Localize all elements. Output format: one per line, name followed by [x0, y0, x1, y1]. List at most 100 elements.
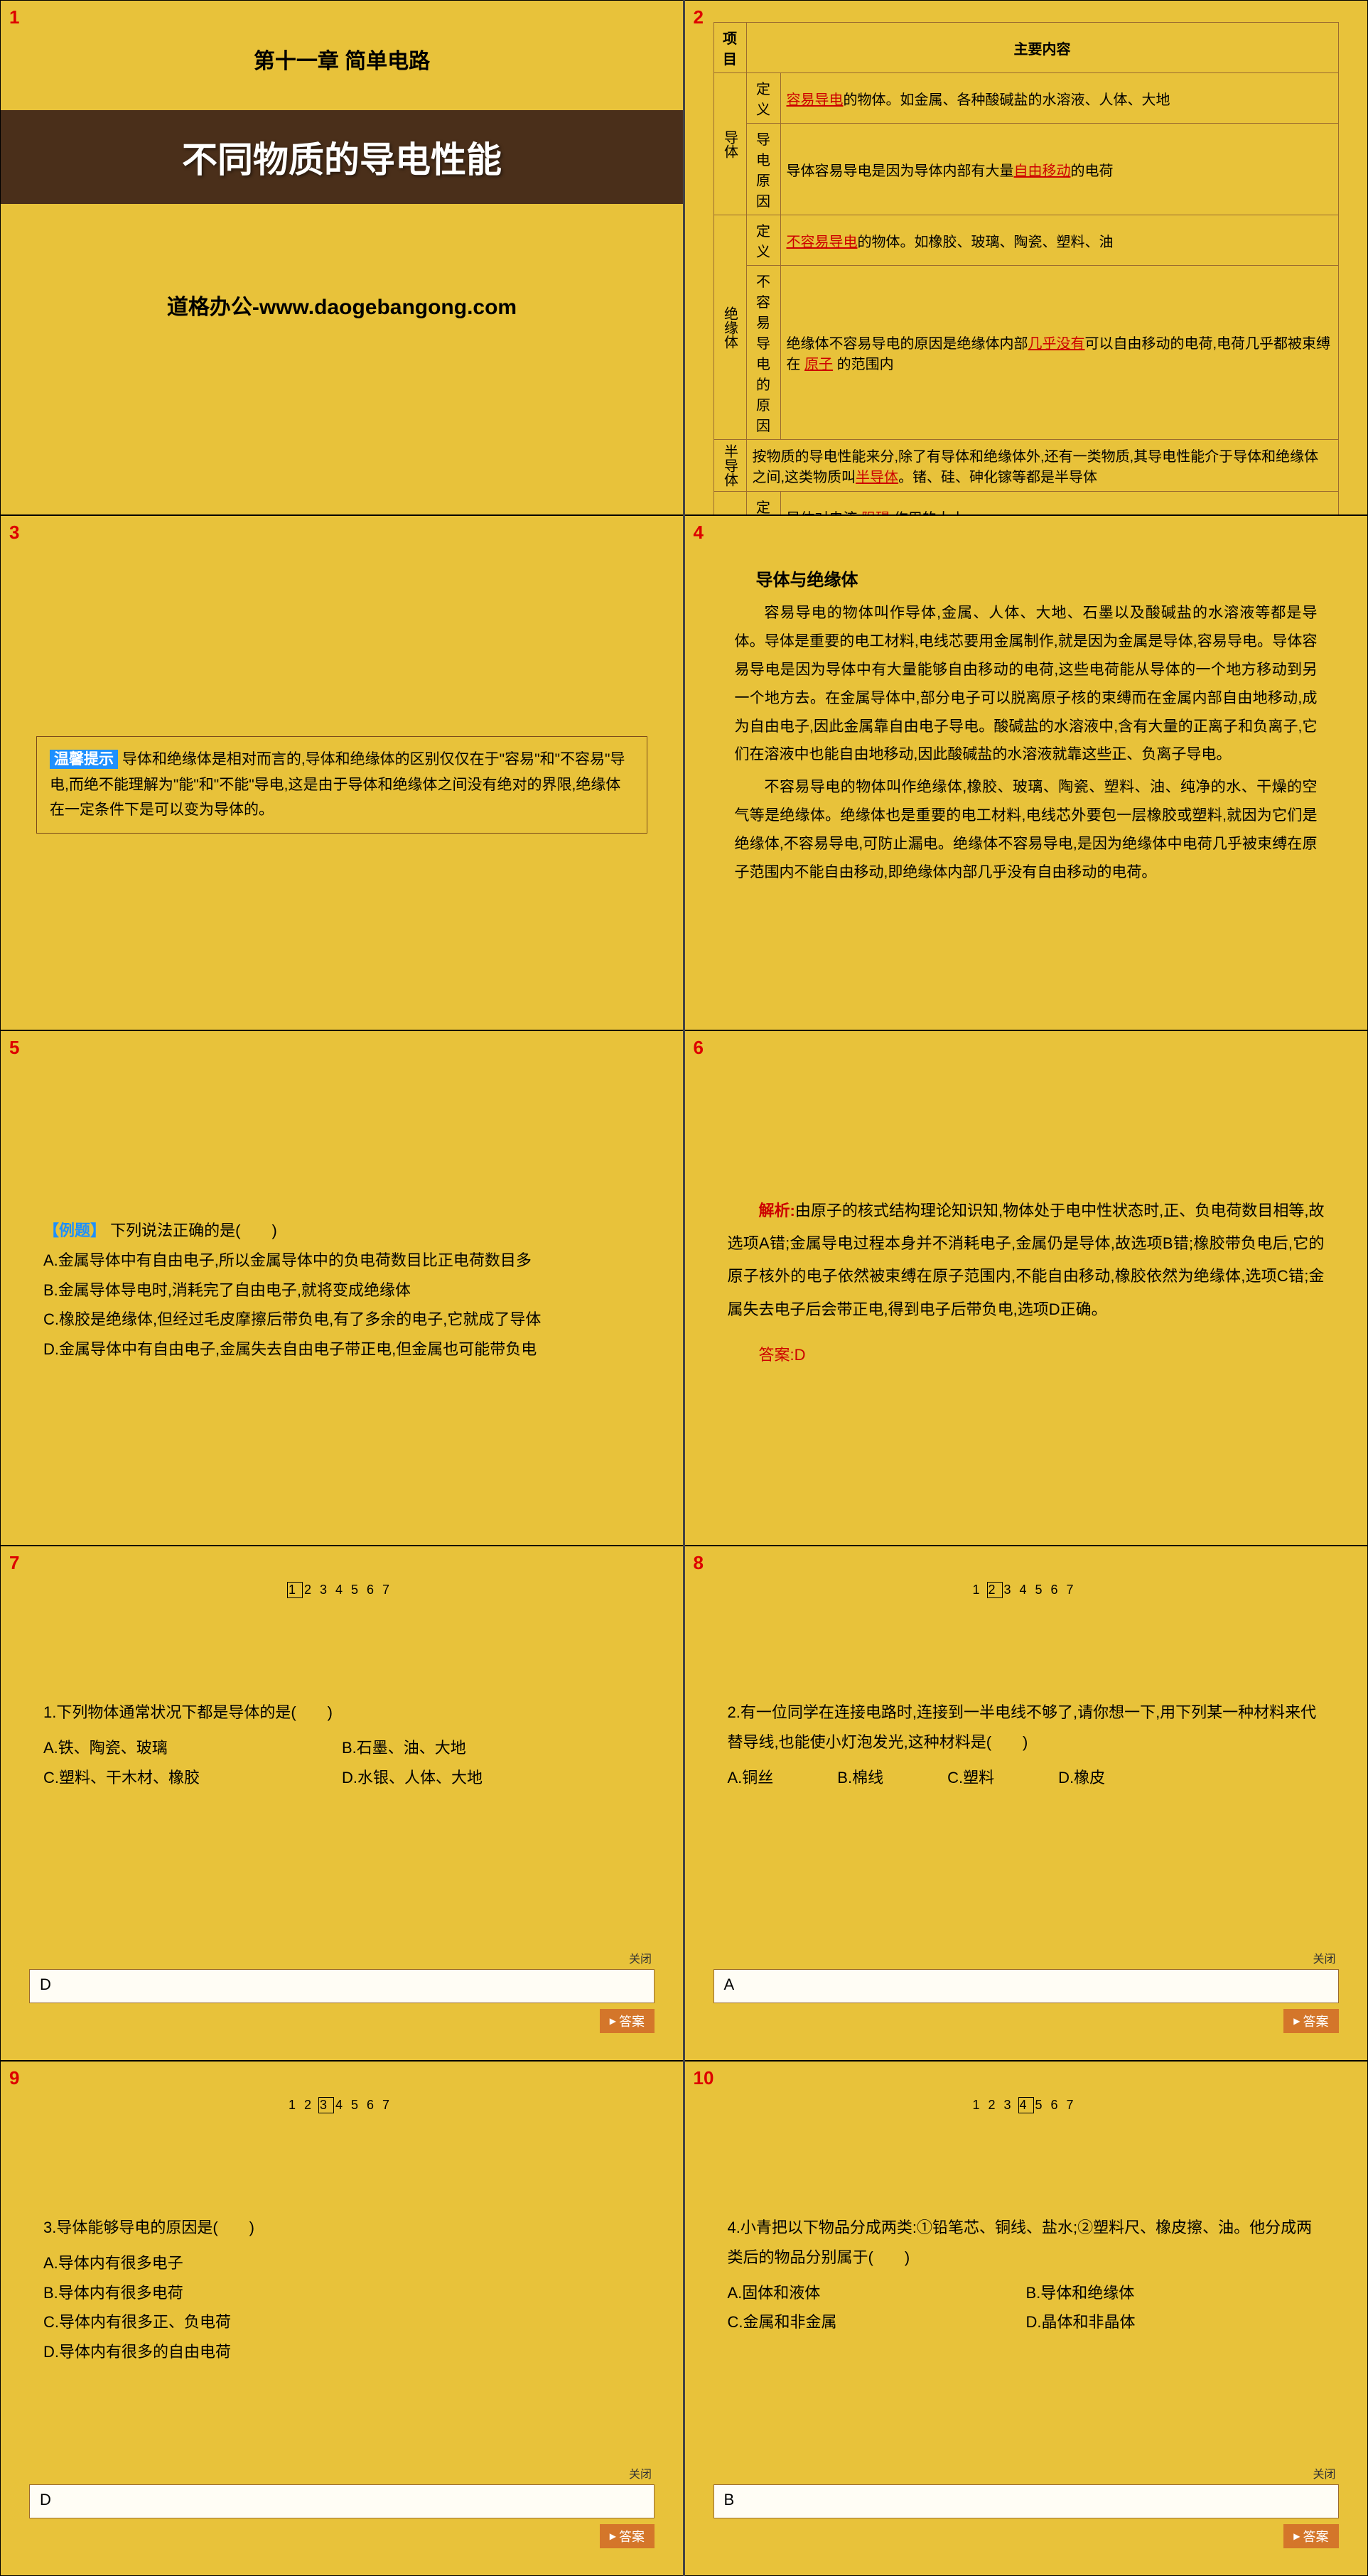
option: C.塑料、干木材、橡胶 [43, 1763, 342, 1793]
slide-3: 3 温馨提示 导体和绝缘体是相对而言的,导体和绝缘体的区别仅仅在于"容易"和"不… [0, 515, 684, 1030]
answer-button[interactable]: 答案 [1283, 2009, 1338, 2033]
pager-item[interactable]: 7 [381, 1583, 397, 1597]
question-body: 2.有一位同学在连接电路时,连接到一半电线不够了,请你想一下,用下列某一种材料来… [728, 1698, 1325, 1792]
paragraph: 容易导电的物体叫作导体,金属、人体、大地、石墨以及酸碱盐的水溶液等都是导体。导体… [735, 599, 1318, 769]
answer-box: D [29, 2484, 655, 2518]
paragraph: 不容易导电的物体叫作绝缘体,橡胶、玻璃、陶瓷、塑料、油、纯净的水、干燥的空气等是… [735, 773, 1318, 887]
slide-9: 9 1234567 3.导体能够导电的原因是( ) A.导体内有很多电子 B.导… [0, 2061, 684, 2576]
sub-label: 导电原因 [746, 124, 780, 215]
question-body: 3.导体能够导电的原因是( ) A.导体内有很多电子 B.导体内有很多电荷 C.… [43, 2213, 640, 2367]
chapter-title: 第十一章 简单电路 [1, 43, 683, 75]
sub-label: 定义 [746, 215, 780, 266]
slide-7: 7 1234567 1.下列物体通常状况下都是导体的是( ) A.铁、陶瓷、玻璃… [0, 1546, 684, 2061]
pager-item[interactable]: 4 [1018, 1583, 1034, 1597]
slide-4: 4 导体与绝缘体 容易导电的物体叫作导体,金属、人体、大地、石墨以及酸碱盐的水溶… [684, 515, 1368, 1030]
close-label[interactable]: 关闭 [1313, 1949, 1335, 1966]
slide-grid: 1 第十一章 简单电路 不同物质的导电性能 道格办公-www.daogebang… [0, 0, 1368, 2576]
option: C.橡胶是绝缘体,但经过毛皮摩擦后带负电,有了多余的电子,它就成了导体 [43, 1305, 640, 1335]
pager-item[interactable]: 5 [350, 1583, 365, 1597]
pager-item[interactable]: 7 [381, 2098, 397, 2113]
slide-8: 8 1234567 2.有一位同学在连接电路时,连接到一半电线不够了,请你想一下… [684, 1546, 1368, 2061]
close-label[interactable]: 关闭 [629, 1949, 652, 1966]
pager-item[interactable]: 7 [1065, 1583, 1081, 1597]
pager-item[interactable]: 1 [287, 2098, 303, 2113]
pager-item[interactable]: 2 [987, 1582, 1003, 1598]
footer-text: 道格办公-www.daogebangong.com [1, 289, 683, 320]
cell: 容易导电的物体。如金属、各种酸碱盐的水溶液、人体、大地 [780, 73, 1338, 124]
slide-2: 2 项目主要内容 导体 定义 容易导电的物体。如金属、各种酸碱盐的水溶液、人体、… [684, 0, 1368, 515]
answer-button[interactable]: 答案 [1283, 2524, 1338, 2548]
option: D.金属导体中有自由电子,金属失去自由电子带正电,但金属也可能带负电 [43, 1335, 640, 1364]
col-header: 项目 [713, 23, 746, 73]
option: A.金属导体中有自由电子,所以金属导体中的负电荷数目比正电荷数目多 [43, 1246, 640, 1276]
slide-number: 1 [9, 6, 19, 28]
body-text: 容易导电的物体叫作导体,金属、人体、大地、石墨以及酸碱盐的水溶液等都是导体。导体… [735, 599, 1318, 887]
slide-number: 7 [9, 1552, 19, 1574]
answer-box: D [29, 1969, 655, 2003]
pager-item[interactable]: 2 [303, 1583, 318, 1597]
pager-item[interactable]: 7 [1065, 2098, 1081, 2113]
pager-item[interactable]: 5 [1034, 1583, 1050, 1597]
slide-number: 4 [694, 522, 704, 544]
option: C.塑料 [947, 1763, 994, 1793]
pager-item[interactable]: 1 [971, 2098, 987, 2113]
hint-text: 导体和绝缘体是相对而言的,导体和绝缘体的区别仅仅在于"容易"和"不容易"导电,而… [50, 751, 625, 818]
option: A.铜丝 [728, 1763, 774, 1793]
pager-item[interactable]: 1 [287, 1582, 303, 1598]
pager-item[interactable]: 3 [1003, 1583, 1018, 1597]
pager-item[interactable]: 2 [987, 2098, 1003, 2113]
row-label: 绝缘体 [713, 215, 746, 440]
pager-item[interactable]: 6 [365, 2098, 381, 2113]
answer-box: B [713, 2484, 1339, 2518]
pager-item[interactable]: 4 [334, 1583, 350, 1597]
slide-number: 3 [9, 522, 19, 544]
section-title: 导体与绝缘体 [756, 566, 1367, 591]
answer-box: A [713, 1969, 1339, 2003]
option: C.金属和非金属 [728, 2307, 1026, 2337]
pager-item[interactable]: 3 [1003, 2098, 1018, 2113]
close-label[interactable]: 关闭 [1313, 2464, 1335, 2481]
pager-item[interactable]: 6 [1050, 1583, 1065, 1597]
main-title: 不同物质的导电性能 [1, 110, 683, 204]
col-header: 主要内容 [746, 23, 1338, 73]
pager-item[interactable]: 4 [334, 2098, 350, 2113]
option: B.石墨、油、大地 [342, 1733, 640, 1763]
pager-item[interactable]: 3 [318, 1583, 334, 1597]
slide-number: 8 [694, 1552, 704, 1574]
slide-5: 5 【例题】 下列说法正确的是( ) A.金属导体中有自由电子,所以金属导体中的… [0, 1030, 684, 1546]
cell: 导体对电流 阻碍 作用的大小 [780, 492, 1338, 516]
cell: 导体容易导电是因为导体内部有大量自由移动的电荷 [780, 124, 1338, 215]
question-stem: 4.小青把以下物品分成两类:①铅笔芯、铜线、盐水;②塑料尺、橡皮擦、油。他分成两… [728, 2213, 1325, 2273]
cell: 不容易导电的物体。如橡胶、玻璃、陶瓷、塑料、油 [780, 215, 1338, 266]
pager-item[interactable]: 6 [1050, 2098, 1065, 2113]
slide-number: 6 [694, 1037, 704, 1059]
option: D.晶体和非晶体 [1026, 2307, 1325, 2337]
pager: 1234567 [685, 2097, 1367, 2113]
slide-number: 5 [9, 1037, 19, 1059]
question-body: 4.小青把以下物品分成两类:①铅笔芯、铜线、盐水;②塑料尺、橡皮擦、油。他分成两… [728, 2213, 1325, 2337]
question-stem: 2.有一位同学在连接电路时,连接到一半电线不够了,请你想一下,用下列某一种材料来… [728, 1698, 1325, 1757]
answer-button[interactable]: 答案 [600, 2524, 655, 2548]
pager: 1234567 [1, 1582, 683, 1598]
option: A.导体内有很多电子 [43, 2248, 640, 2278]
answer-button[interactable]: 答案 [600, 2009, 655, 2033]
analysis-label: 解析: [759, 1202, 795, 1219]
pager-item[interactable]: 3 [318, 2097, 334, 2113]
sub-label: 定义 [746, 492, 780, 516]
pager-item[interactable]: 2 [303, 2098, 318, 2113]
pager-item[interactable]: 1 [971, 1583, 987, 1597]
pager-item[interactable]: 6 [365, 1583, 381, 1597]
pager-item[interactable]: 5 [350, 2098, 365, 2113]
question-stem: 1.下列物体通常状况下都是导体的是( ) [43, 1698, 640, 1728]
analysis-body: 解析:由原子的核式结构理论知识知,物体处于电中性状态时,正、负电荷数目相等,故选… [728, 1195, 1325, 1371]
option: B.导体和绝缘体 [1026, 2278, 1325, 2308]
pager: 1234567 [685, 1582, 1367, 1598]
pager-item[interactable]: 5 [1034, 2098, 1050, 2113]
row-label: 半导体 [713, 440, 746, 492]
option: A.固体和液体 [728, 2278, 1026, 2308]
option: D.橡皮 [1058, 1763, 1105, 1793]
pager-item[interactable]: 4 [1018, 2097, 1034, 2113]
option: B.导体内有很多电荷 [43, 2278, 640, 2308]
close-label[interactable]: 关闭 [629, 2464, 652, 2481]
example-body: 【例题】 下列说法正确的是( ) A.金属导体中有自由电子,所以金属导体中的负电… [43, 1216, 640, 1364]
